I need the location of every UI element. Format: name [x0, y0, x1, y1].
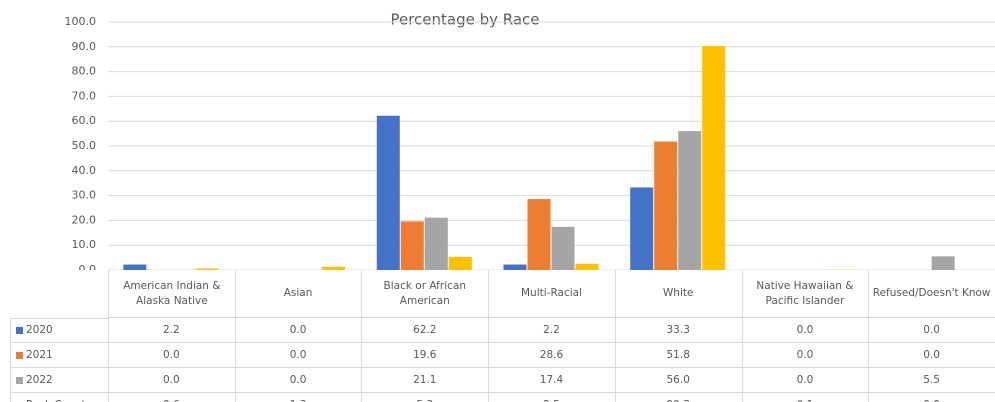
legend-swatch	[16, 376, 23, 384]
bar	[448, 256, 472, 270]
category-cell: Asian	[234, 270, 363, 318]
chart: Percentage by Race 0.0 10.0 20.0 30.0 40.0 50…	[65, 11, 995, 270]
bar	[376, 115, 400, 270]
value-cell: 19.6	[361, 343, 490, 368]
value-cell: 0.0	[741, 368, 870, 393]
y-tick-label: 70.0	[72, 89, 97, 102]
y-tick-label: 20.0	[72, 213, 97, 226]
bar	[551, 226, 575, 270]
category-cell: Refused/Doesn't Know	[868, 270, 995, 318]
value-cell: 21.1	[361, 368, 490, 393]
bar	[503, 264, 527, 270]
bar	[322, 266, 346, 270]
bar	[931, 256, 955, 270]
legend-cell: Rock County	[10, 393, 109, 402]
category-cell: Native Hawaiian & Pacific Islander	[741, 270, 870, 318]
value-cell: 0.0	[108, 343, 236, 368]
bar	[400, 221, 424, 270]
y-tick-label: 100.0	[65, 15, 97, 28]
value-cell: 0.0	[108, 368, 236, 393]
category-cell: American Indian & Alaska Native	[108, 270, 236, 318]
value-cell: 17.4	[488, 368, 616, 393]
value-cell: 0.0	[868, 343, 995, 368]
value-cell: 90.3	[615, 393, 743, 402]
value-cell: 0.0	[234, 368, 363, 393]
legend-label: 2022	[26, 373, 53, 386]
value-cell: 2.2	[488, 318, 616, 343]
value-cell: 0.0	[234, 318, 363, 343]
legend-cell: 2022	[10, 368, 109, 393]
category-cell: Black or African American	[361, 270, 490, 318]
bar	[195, 268, 219, 270]
bar	[527, 199, 551, 270]
category-cell: White	[614, 270, 743, 318]
legend-cell: 2020	[10, 318, 109, 343]
value-cell: 56.0	[614, 368, 743, 393]
y-tick-label: 60.0	[72, 114, 97, 127]
value-cell: 28.6	[488, 343, 616, 368]
legend-label: 2021	[26, 348, 53, 361]
value-cell: 0.0	[234, 343, 363, 368]
value-cell: 0.0	[868, 393, 995, 402]
value-cell: 2.5	[488, 393, 616, 402]
value-cell: 5.3	[361, 393, 490, 402]
value-cell: 33.3	[614, 318, 743, 343]
legend-label: 2020	[26, 324, 53, 336]
value-cell: 51.8	[614, 343, 743, 368]
value-cell: 1.3	[235, 393, 363, 402]
bar	[678, 131, 702, 270]
y-tick-label: 90.0	[72, 40, 97, 53]
y-tick-label: 80.0	[72, 65, 97, 78]
value-cell: 62.2	[361, 318, 490, 343]
legend-swatch	[16, 351, 23, 359]
y-tick-label: 50.0	[72, 139, 97, 152]
value-cell: 0.6	[108, 393, 236, 402]
bar	[424, 217, 448, 270]
y-tick-label: 30.0	[72, 189, 97, 202]
value-cell: 0.0	[741, 318, 870, 343]
value-cell: 0.1	[742, 393, 870, 402]
legend-swatch	[16, 327, 23, 334]
chart-title: Percentage by Race	[390, 11, 539, 29]
value-cell: 2.2	[108, 318, 236, 343]
legend-cell: 2021	[10, 343, 109, 368]
bar	[123, 264, 147, 270]
bar	[630, 187, 654, 270]
value-cell: 0.0	[868, 318, 995, 343]
y-tick-label: 40.0	[72, 164, 97, 177]
value-cell: 5.5	[868, 368, 995, 393]
y-tick-label: 10.0	[72, 238, 97, 251]
bar	[575, 263, 599, 270]
category-cell: Multi-Racial	[488, 270, 616, 318]
bar	[654, 141, 678, 270]
bar	[702, 46, 726, 270]
value-cell: 0.0	[741, 343, 870, 368]
y-tick-label: 0.0	[79, 263, 97, 270]
legend-label: Rock County	[26, 398, 92, 402]
